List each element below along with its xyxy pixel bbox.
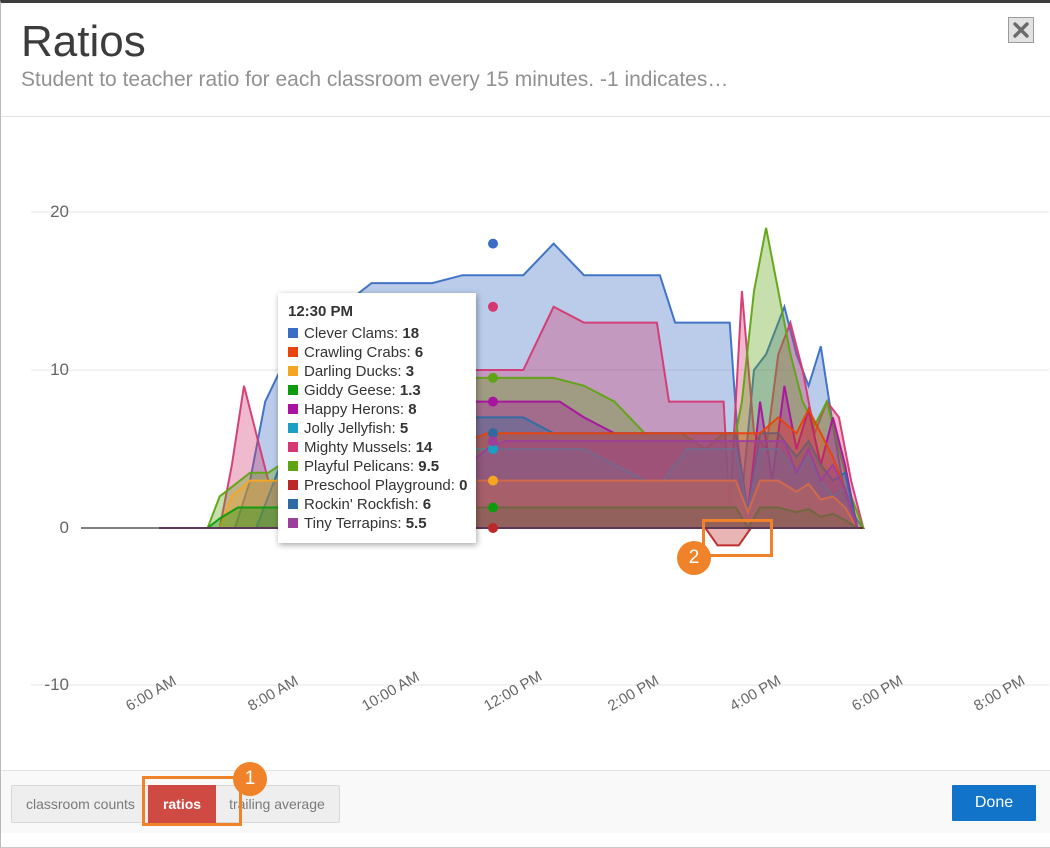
svg-text:10: 10: [50, 360, 69, 379]
svg-text:20: 20: [50, 202, 69, 221]
svg-text:0: 0: [60, 518, 69, 537]
